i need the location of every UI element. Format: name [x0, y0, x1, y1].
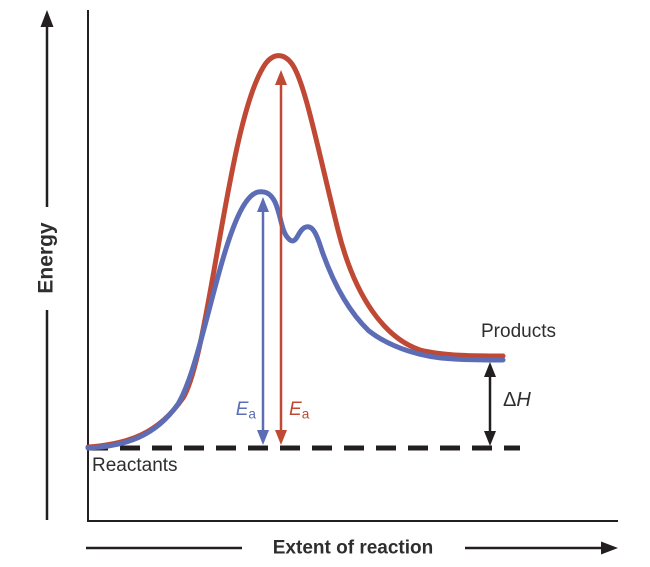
ea-symbol: E [289, 399, 302, 420]
delta-h-label: ΔH [503, 390, 531, 410]
delta-symbol: Δ [503, 389, 517, 411]
catalyzed-ea-double-arrow-icon [257, 197, 269, 445]
reactants-label: Reactants [92, 455, 178, 476]
products-label: Products [481, 321, 556, 342]
catalyzed-pathway-curve [85, 189, 506, 451]
uncatalyzed-pathway-curve [85, 53, 506, 450]
catalyzed-ea-label: Ea [236, 400, 256, 421]
extent-right-arrow-icon [86, 541, 618, 555]
ea-subscript: a [248, 406, 256, 422]
uncatalyzed-ea-double-arrow-icon [275, 70, 287, 445]
delta-h-double-arrow-icon [484, 362, 496, 446]
enthalpy-symbol: H [516, 389, 531, 411]
ea-symbol: E [235, 399, 249, 420]
y-axis-label: Energy [34, 222, 58, 294]
x-axis-label: Extent of reaction [272, 537, 434, 559]
uncatalyzed-ea-label: Ea [289, 400, 309, 421]
ea-subscript: a [301, 406, 310, 422]
energy-up-arrow-icon [40, 10, 54, 520]
